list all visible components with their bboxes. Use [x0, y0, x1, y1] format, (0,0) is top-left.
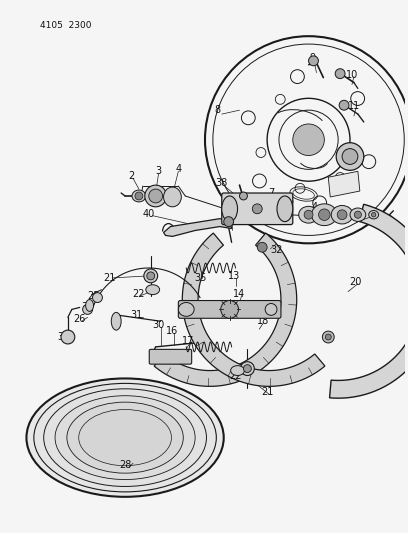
Text: 21: 21 — [103, 273, 115, 283]
FancyBboxPatch shape — [149, 349, 192, 364]
Circle shape — [252, 204, 262, 214]
Ellipse shape — [350, 208, 366, 221]
Text: 25: 25 — [87, 290, 100, 301]
Text: 4: 4 — [311, 202, 317, 212]
Text: 30: 30 — [153, 320, 165, 330]
Circle shape — [61, 330, 75, 344]
Text: 18: 18 — [257, 316, 269, 326]
Ellipse shape — [178, 303, 194, 316]
Circle shape — [336, 143, 364, 171]
Ellipse shape — [369, 211, 379, 219]
Text: 1: 1 — [226, 216, 233, 225]
Text: 29: 29 — [166, 350, 179, 360]
Text: 8: 8 — [215, 105, 221, 115]
Ellipse shape — [265, 303, 277, 316]
Circle shape — [93, 293, 102, 303]
Text: 17: 17 — [182, 336, 194, 346]
Ellipse shape — [67, 402, 183, 473]
Circle shape — [224, 217, 234, 227]
Text: 22: 22 — [133, 289, 145, 298]
Circle shape — [135, 192, 143, 200]
Text: 28: 28 — [119, 461, 131, 470]
Circle shape — [342, 149, 358, 164]
Polygon shape — [330, 204, 408, 398]
Ellipse shape — [27, 378, 224, 497]
Text: 40: 40 — [143, 209, 155, 219]
Text: 7: 7 — [268, 188, 274, 198]
Circle shape — [149, 189, 162, 203]
Circle shape — [325, 334, 331, 340]
Text: 2: 2 — [128, 171, 134, 181]
Text: 35: 35 — [194, 273, 206, 283]
Text: 22: 22 — [229, 372, 242, 382]
Polygon shape — [154, 233, 297, 386]
Text: 4: 4 — [175, 164, 182, 174]
Circle shape — [240, 362, 254, 375]
Circle shape — [83, 304, 93, 314]
Ellipse shape — [34, 383, 216, 492]
Circle shape — [308, 56, 318, 66]
Circle shape — [221, 301, 239, 318]
Circle shape — [304, 211, 313, 219]
Circle shape — [337, 210, 347, 220]
Ellipse shape — [86, 300, 93, 311]
Circle shape — [319, 209, 330, 221]
Text: 3: 3 — [329, 208, 335, 218]
Circle shape — [335, 69, 345, 78]
Text: 9: 9 — [309, 53, 315, 63]
Circle shape — [293, 124, 324, 156]
Ellipse shape — [132, 190, 146, 202]
Text: 3: 3 — [155, 166, 162, 176]
Circle shape — [354, 211, 361, 219]
Circle shape — [144, 269, 157, 283]
Ellipse shape — [79, 409, 171, 466]
Polygon shape — [182, 233, 325, 386]
FancyBboxPatch shape — [178, 301, 281, 318]
Circle shape — [257, 243, 267, 252]
Text: 20: 20 — [350, 277, 362, 287]
Ellipse shape — [146, 285, 160, 295]
Ellipse shape — [299, 206, 318, 223]
Text: 2: 2 — [355, 214, 361, 224]
Circle shape — [147, 272, 155, 280]
Text: 31: 31 — [131, 310, 143, 320]
Text: 16: 16 — [166, 326, 179, 336]
Circle shape — [339, 100, 349, 110]
Ellipse shape — [145, 185, 166, 207]
Ellipse shape — [331, 206, 353, 224]
Text: 13: 13 — [228, 271, 240, 281]
Polygon shape — [164, 219, 232, 237]
Ellipse shape — [44, 389, 206, 487]
Text: 15: 15 — [241, 302, 254, 312]
Text: 10: 10 — [346, 70, 358, 79]
Text: 39: 39 — [58, 332, 70, 342]
Ellipse shape — [222, 196, 237, 222]
Ellipse shape — [164, 187, 181, 207]
Text: 36: 36 — [82, 302, 94, 312]
Polygon shape — [328, 171, 360, 197]
Text: 33: 33 — [342, 149, 354, 158]
Text: 11: 11 — [348, 101, 360, 111]
Ellipse shape — [55, 395, 195, 480]
Circle shape — [322, 331, 334, 343]
Text: 38: 38 — [216, 178, 228, 188]
Ellipse shape — [111, 312, 121, 330]
Circle shape — [244, 365, 251, 373]
Circle shape — [239, 192, 247, 200]
Ellipse shape — [231, 366, 244, 375]
Text: 21: 21 — [261, 387, 273, 397]
Text: 32: 32 — [271, 245, 283, 255]
Circle shape — [371, 213, 376, 217]
Text: 14: 14 — [233, 289, 246, 298]
FancyBboxPatch shape — [222, 193, 293, 224]
Text: 5: 5 — [288, 196, 294, 206]
Text: 26: 26 — [73, 314, 86, 324]
Ellipse shape — [312, 204, 337, 225]
Text: 4105  2300: 4105 2300 — [40, 21, 92, 30]
Ellipse shape — [277, 196, 293, 222]
